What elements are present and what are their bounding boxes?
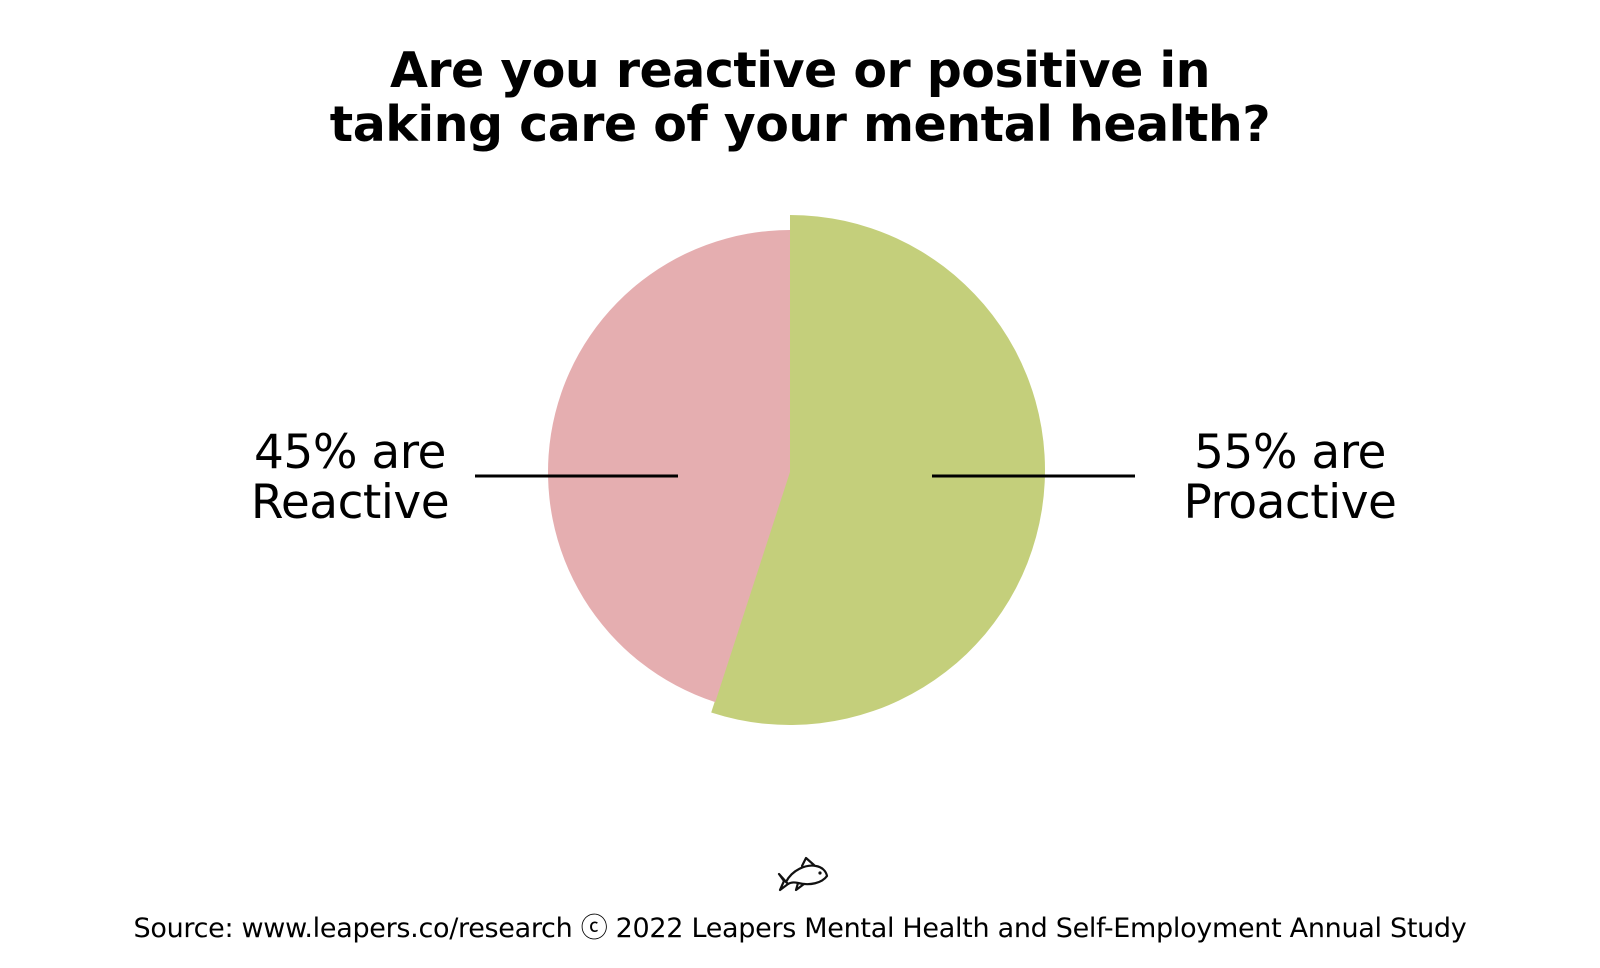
- chart-title-line-1: Are you reactive or positive in: [389, 42, 1211, 99]
- slice-label-proactive: 55% are Proactive: [1140, 428, 1440, 528]
- slice-label-reactive-line-1: 45% are: [254, 425, 446, 480]
- slice-label-proactive-line-2: Proactive: [1183, 475, 1397, 530]
- slice-label-proactive-line-1: 55% are: [1194, 425, 1386, 480]
- slice-label-reactive-line-2: Reactive: [250, 475, 450, 530]
- pie-slices: [548, 215, 1045, 725]
- pie-slice-proactive: [711, 215, 1045, 725]
- slice-label-reactive: 45% are Reactive: [210, 428, 490, 528]
- chart-title: Are you reactive or positive in taking c…: [0, 44, 1600, 152]
- pie-slice-reactive: [548, 230, 790, 703]
- source-caption: Source: www.leapers.co/research ⓒ 2022 L…: [133, 913, 1467, 944]
- fish-icon: [777, 856, 829, 892]
- chart-title-line-2: taking care of your mental health?: [329, 96, 1271, 153]
